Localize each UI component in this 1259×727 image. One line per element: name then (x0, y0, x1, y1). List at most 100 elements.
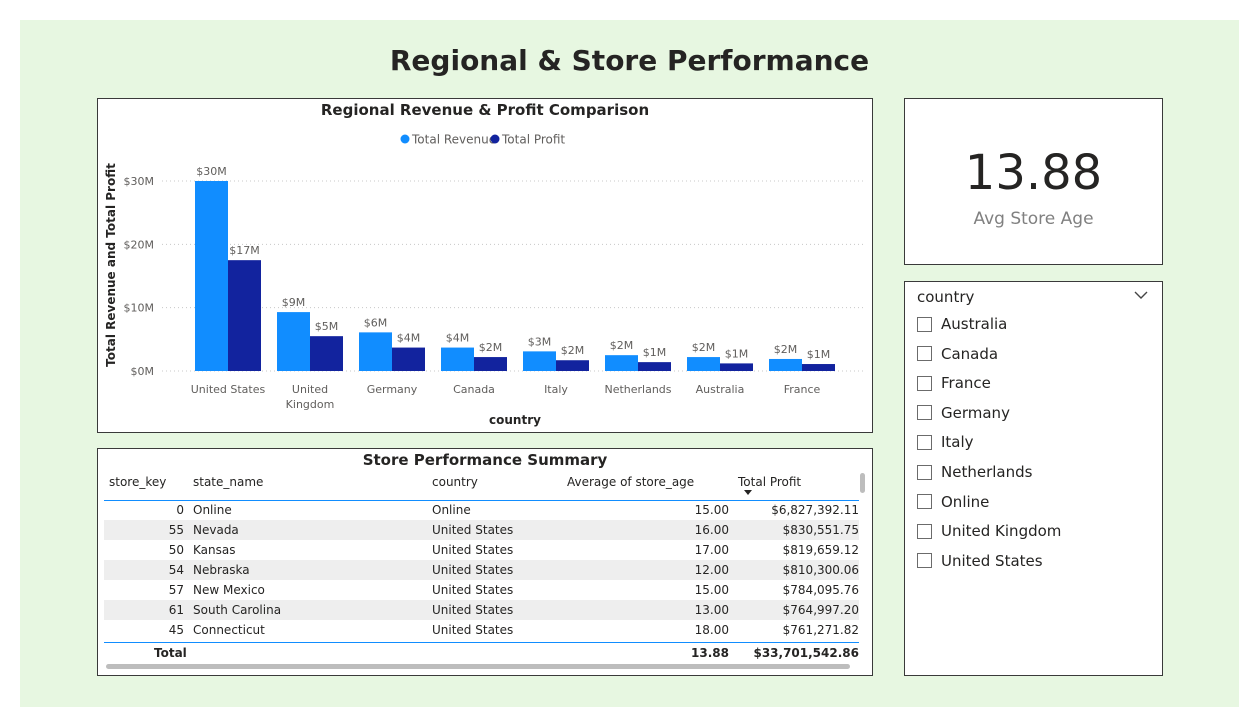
card-value: 13.88 (964, 145, 1103, 201)
revenue-profit-chart[interactable]: Regional Revenue & Profit Comparison Tot… (97, 98, 873, 433)
table-row[interactable]: 0 Online Online 15.00 $6,827,392.11 (104, 500, 859, 520)
cell-total-profit: $810,300.06 (782, 563, 859, 577)
checkbox[interactable] (917, 316, 932, 332)
cell-store-key: 0 (176, 503, 184, 517)
bar-revenue (195, 181, 228, 371)
x-tick-label: Australia (696, 383, 745, 396)
y-tick-label: $30M (124, 175, 155, 188)
country-slicer[interactable]: country Australia Canada France Germany Ital… (904, 281, 1163, 676)
total-profit: $33,701,542.86 (753, 646, 859, 660)
bar-profit (392, 347, 425, 371)
vertical-scrollbar[interactable] (860, 473, 865, 493)
avg-store-age-card[interactable]: 13.88 Avg Store Age (904, 98, 1163, 265)
cell-total-profit: $830,551.75 (782, 523, 859, 537)
slicer-item[interactable]: Italy (917, 431, 974, 453)
checkbox[interactable] (917, 375, 932, 391)
column-header-total-profit[interactable]: Total Profit (738, 475, 802, 489)
table-row[interactable]: 55 Nevada United States 16.00 $830,551.75 (104, 520, 859, 540)
data-label: $1M (725, 347, 749, 360)
slicer-item[interactable]: France (917, 372, 991, 394)
cell-total-profit: $6,827,392.11 (771, 503, 859, 517)
bar-revenue (769, 358, 802, 371)
slicer-item[interactable]: Canada (917, 343, 998, 365)
store-performance-table[interactable]: Store Performance Summary store_key stat… (97, 448, 873, 676)
slicer-item-label: France (941, 374, 991, 393)
cell-total-profit: $819,659.12 (782, 543, 859, 557)
bar-profit (720, 363, 753, 371)
bar-profit (802, 364, 835, 371)
slicer-item[interactable]: United Kingdom (917, 520, 1061, 542)
data-label: $30M (196, 165, 227, 178)
cell-avg-store-age: 15.00 (694, 503, 729, 517)
cell-store-key: 50 (168, 543, 184, 557)
cell-store-key: 61 (168, 603, 184, 617)
cell-avg-store-age: 18.00 (694, 623, 729, 637)
legend-marker (490, 134, 500, 144)
slicer-item[interactable]: United States (917, 550, 1043, 572)
cell-state-name: Online (193, 503, 232, 517)
slicer-item-label: Germany (941, 403, 1010, 422)
data-label: $5M (315, 320, 339, 333)
card-label: Avg Store Age (973, 209, 1094, 229)
slicer-item-label: Netherlands (941, 463, 1033, 481)
legend-marker (400, 134, 410, 144)
cell-country: United States (432, 523, 514, 537)
bar-profit (474, 357, 507, 371)
column-header-avg-store-age[interactable]: Average of store_age (567, 475, 695, 489)
x-tick-label: United (292, 383, 328, 396)
cell-country: United States (432, 563, 514, 577)
data-label: $1M (643, 346, 667, 359)
checkbox[interactable] (917, 553, 932, 569)
table-row[interactable]: 45 Connecticut United States 18.00 $761,271.… (104, 620, 859, 640)
chart-svg: Total Revenue Total Profit $0M $10M $20M $30M… (104, 133, 864, 427)
data-label: $2M (561, 344, 585, 357)
checkbox[interactable] (917, 434, 932, 450)
cell-avg-store-age: 16.00 (694, 523, 729, 537)
column-header-store-key[interactable]: store_key (109, 475, 167, 489)
cell-state-name: New Mexico (193, 583, 265, 597)
y-tick-label: $20M (124, 238, 155, 251)
cell-avg-store-age: 15.00 (694, 583, 729, 597)
checkbox[interactable] (917, 523, 932, 539)
x-tick-label: United States (191, 383, 266, 396)
checkbox[interactable] (917, 405, 932, 421)
data-label: $2M (692, 341, 716, 354)
slicer-item[interactable]: Online (917, 491, 989, 513)
slicer-item[interactable]: Germany (917, 402, 1010, 424)
slicer-item-label: Canada (941, 344, 999, 363)
slicer-item-label: Australia (941, 315, 1008, 333)
checkbox[interactable] (917, 346, 932, 362)
cell-state-name: Nevada (193, 523, 239, 537)
table-row[interactable]: 50 Kansas United States 17.00 $819,659.12 (104, 540, 859, 560)
cell-avg-store-age: 13.00 (694, 603, 729, 617)
cell-country: United States (432, 603, 514, 617)
checkbox[interactable] (917, 494, 932, 510)
page-title: Regional & Store Performance (389, 44, 870, 77)
cell-country: United States (432, 583, 514, 597)
cell-state-name: South Carolina (193, 603, 282, 617)
chevron-down-icon[interactable] (1132, 288, 1150, 302)
data-label: $4M (397, 332, 421, 345)
bar-revenue (441, 347, 474, 371)
bar-revenue (605, 355, 638, 371)
table-total-row: Total 13.88 $33,701,542.86 (104, 642, 859, 665)
table-row[interactable]: 57 New Mexico United States 15.00 $784,095.7… (104, 580, 859, 600)
x-axis-label: country (489, 413, 541, 427)
slicer-header: country (917, 288, 975, 306)
slicer-item[interactable]: Australia (917, 313, 1007, 335)
table-row[interactable]: 54 Nebraska United States 12.00 $810,300.06 (104, 560, 859, 580)
horizontal-scrollbar[interactable] (106, 664, 850, 669)
data-label: $17M (229, 244, 260, 257)
slicer-item-label: United Kingdom (941, 522, 1062, 541)
cell-store-key: 45 (168, 623, 184, 637)
y-axis-label: Total Revenue and Total Profit (104, 163, 118, 367)
checkbox[interactable] (917, 464, 932, 480)
cell-state-name: Kansas (193, 543, 236, 557)
table-row[interactable]: 61 South Carolina United States 13.00 $764,9… (104, 600, 859, 620)
table-title: Store Performance Summary (362, 451, 608, 469)
cell-country: Online (432, 503, 471, 517)
column-header-country[interactable]: country (432, 475, 478, 489)
column-header-state-name[interactable]: state_name (193, 475, 264, 489)
sort-descending-icon[interactable] (744, 490, 752, 495)
slicer-item[interactable]: Netherlands (917, 461, 1032, 483)
